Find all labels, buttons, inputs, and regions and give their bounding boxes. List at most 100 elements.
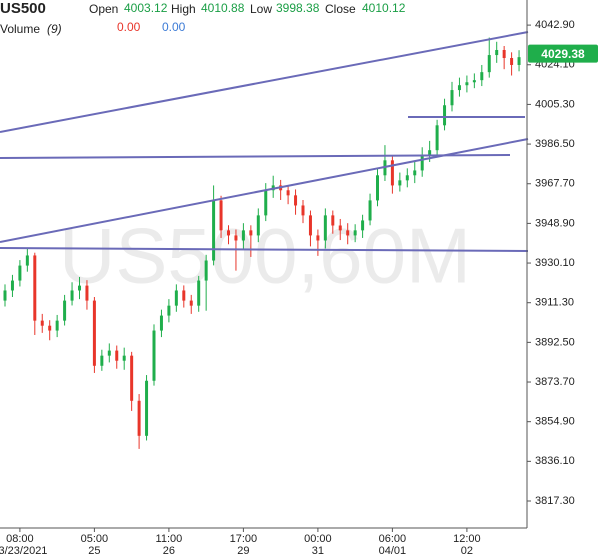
candle-body xyxy=(294,195,298,206)
x-tick-label: 11:00 xyxy=(156,533,183,545)
label: (9) xyxy=(47,22,62,36)
candle-body xyxy=(25,255,29,266)
candle-body xyxy=(308,215,312,236)
candle-body xyxy=(130,355,134,401)
x-tick-label: 03/23/2021 xyxy=(0,545,47,557)
value: 4010.88 xyxy=(201,1,245,15)
y-tick-label: 3854.90 xyxy=(535,416,575,428)
candle-body xyxy=(420,155,424,171)
candle-body xyxy=(413,170,417,176)
trend-line xyxy=(0,31,529,133)
label: High xyxy=(171,2,196,16)
x-tick-label: 29 xyxy=(237,545,249,557)
candle-body xyxy=(428,150,432,156)
candle-body xyxy=(517,57,521,65)
candle-body xyxy=(10,280,14,291)
candle-body xyxy=(70,290,74,301)
candle-body xyxy=(219,200,223,231)
x-tick-label: 26 xyxy=(163,545,175,557)
candle-body xyxy=(55,320,59,331)
candle-body xyxy=(405,175,409,181)
candle-body xyxy=(197,280,201,306)
candle-body xyxy=(502,49,506,59)
x-tick-label: 05:00 xyxy=(81,533,109,545)
value: 0.00 xyxy=(117,20,141,34)
candle-body xyxy=(361,220,365,231)
candle-body xyxy=(40,320,44,326)
x-tick-label: 12:00 xyxy=(453,533,481,545)
price-tag-label: 4029.38 xyxy=(541,47,585,61)
candle-body xyxy=(48,325,52,331)
candle-body xyxy=(137,400,141,436)
candle-body xyxy=(167,305,171,316)
trend-line xyxy=(0,154,511,159)
candle-body xyxy=(204,260,208,281)
candle-body xyxy=(33,255,37,321)
candle-body xyxy=(264,190,268,216)
candle-body xyxy=(189,300,193,306)
candle-body xyxy=(487,55,491,73)
y-tick-label: 3892.50 xyxy=(535,336,575,348)
value: 3998.38 xyxy=(276,1,320,15)
x-tick-label: 08:00 xyxy=(6,533,34,545)
x-tick-label: 17:00 xyxy=(230,533,258,545)
candle-body xyxy=(249,230,253,236)
y-tick-label: 3930.10 xyxy=(535,257,575,269)
candle-body xyxy=(182,290,186,301)
x-tick-label: 06:00 xyxy=(379,533,407,545)
value: 0.00 xyxy=(162,20,186,34)
candle-body xyxy=(122,355,126,361)
candle-body xyxy=(241,230,245,241)
candle-body xyxy=(18,265,22,281)
candle-body xyxy=(443,105,447,126)
candle-body xyxy=(301,205,305,216)
candle-body xyxy=(457,85,461,91)
candle-body xyxy=(338,225,342,231)
y-tick-label: 3948.90 xyxy=(535,217,575,229)
candle-body xyxy=(480,72,484,81)
y-tick-label: 3873.70 xyxy=(535,376,575,388)
symbol: US500 xyxy=(0,0,46,17)
candle-body xyxy=(368,200,372,221)
candle-body xyxy=(286,190,290,196)
y-tick-label: 3911.30 xyxy=(535,297,574,309)
candle-body xyxy=(435,125,439,151)
candle-body xyxy=(331,215,335,226)
candle-body xyxy=(85,285,89,301)
trend-line xyxy=(0,247,529,252)
x-tick-label: 25 xyxy=(88,545,100,557)
x-tick-label: 02 xyxy=(461,545,473,557)
x-tick-label: 00:00 xyxy=(304,533,332,545)
trend-line xyxy=(0,138,529,243)
candle-body xyxy=(227,230,230,236)
candle-body xyxy=(145,380,149,436)
candle-body xyxy=(159,315,163,331)
candle-body xyxy=(174,290,178,306)
candle-body xyxy=(465,82,469,86)
candle-body xyxy=(376,175,379,201)
label: Open xyxy=(89,2,118,16)
candle-body xyxy=(107,350,111,356)
candle-body xyxy=(323,215,327,241)
price-tag xyxy=(528,44,598,63)
candle-body xyxy=(353,230,357,236)
candle-body xyxy=(398,180,402,186)
candles xyxy=(3,37,521,449)
y-tick-label: 3986.50 xyxy=(535,138,575,150)
y-tick-label: 4005.30 xyxy=(535,98,575,110)
candle-body xyxy=(472,80,476,83)
candle-body xyxy=(152,330,156,381)
candle-body xyxy=(234,235,238,241)
label: Low xyxy=(250,2,272,16)
candle-body xyxy=(450,90,454,106)
watermark: US500,60M xyxy=(59,212,471,300)
label: Close xyxy=(325,2,356,16)
candle-body xyxy=(390,160,394,186)
candle-body xyxy=(63,300,67,321)
value: 4010.12 xyxy=(362,1,406,15)
y-tick-label: 3836.10 xyxy=(535,455,575,467)
candle-body xyxy=(115,350,119,361)
candle-body xyxy=(316,235,320,241)
candle-body xyxy=(495,49,499,56)
x-tick-label: 04/01 xyxy=(379,545,407,557)
